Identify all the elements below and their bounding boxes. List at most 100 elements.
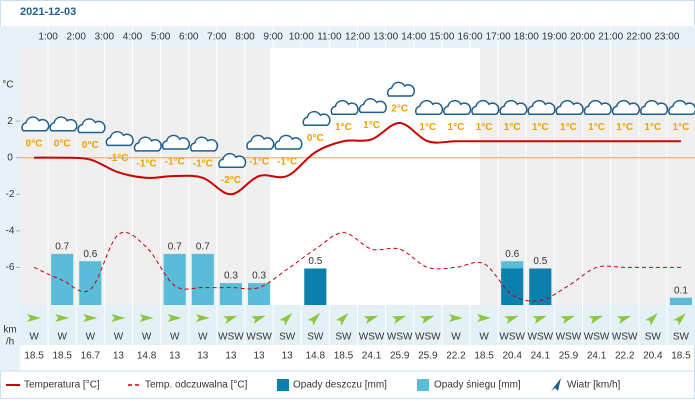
cloud — [161, 134, 191, 150]
temperature-label: 1°C — [560, 122, 577, 133]
wind-direction: W — [29, 332, 39, 343]
wind-direction: SW — [307, 332, 324, 343]
hour-label: 5:00 — [151, 32, 171, 43]
wind-direction: W — [142, 332, 152, 343]
wind-speed: 22.2 — [615, 351, 635, 362]
hour-label: 2:00 — [67, 32, 87, 43]
rain-bar — [501, 268, 524, 305]
wind-direction: W — [170, 332, 180, 343]
precip-label: 0.1 — [674, 285, 688, 296]
hour-label: 8:00 — [235, 32, 255, 43]
feels-like-line — [33, 231, 681, 302]
hour-label: 16:00 — [457, 32, 482, 43]
cloud — [105, 131, 134, 147]
weather-icon — [555, 99, 584, 116]
wind-direction: SW — [335, 332, 352, 343]
temperature-label: 1°C — [616, 122, 633, 133]
wind-direction: WSW — [218, 332, 244, 343]
wind-direction: WSW — [415, 332, 441, 343]
temperature-label: -2°C — [221, 175, 241, 186]
wind-arrow — [673, 313, 686, 326]
wind-arrow — [419, 315, 435, 325]
hour-label: 7:00 — [207, 32, 227, 43]
weather-icon — [246, 134, 275, 150]
hour-header — [0, 26, 695, 48]
temperature-label: -1°C — [277, 157, 297, 168]
y-tick-label: 2 — [7, 116, 13, 127]
wind-speed: 13 — [169, 351, 181, 362]
cloud — [77, 118, 106, 134]
legend-label: Wiatr [km/h] — [567, 380, 621, 391]
wind-arrow — [195, 314, 210, 322]
temperature-label: 0°C — [307, 133, 324, 144]
cloud — [49, 116, 78, 132]
wind-speed: 13 — [282, 351, 294, 362]
temperature-label: 1°C — [363, 120, 380, 131]
precip-label: 0.5 — [308, 256, 322, 267]
temperature-label: -1°C — [193, 158, 213, 169]
temperature-label: 0°C — [26, 138, 43, 149]
hour-label: 19:00 — [542, 32, 567, 43]
cloud — [190, 136, 219, 152]
wind-arrow — [307, 313, 321, 326]
temperature-label: 1°C — [419, 122, 436, 133]
weather-icon — [443, 99, 472, 116]
rain-bar — [304, 268, 327, 305]
precip-label: 0.3 — [224, 271, 238, 282]
weather-icon — [583, 99, 612, 116]
hour-label: 9:00 — [263, 32, 283, 43]
y-tick-label: -6 — [6, 262, 15, 273]
cloud — [218, 152, 247, 169]
snow-bar — [501, 261, 524, 269]
wind-direction: WSW — [556, 332, 582, 343]
hour-label: 14:00 — [401, 32, 426, 43]
temperature-label: 0°C — [54, 138, 71, 149]
wind-arrow — [532, 315, 547, 325]
precip-label: 0.3 — [252, 271, 266, 282]
temperature-label: 1°C — [673, 122, 690, 133]
wind-speed: 13 — [197, 351, 209, 362]
wind-arrow — [27, 314, 42, 322]
wind-unit: /h — [6, 337, 14, 348]
wind-speed: 13 — [113, 351, 125, 362]
wind-direction: SW — [673, 332, 690, 343]
temperature-label: 1°C — [588, 122, 605, 133]
hour-label: 15:00 — [429, 32, 454, 43]
wind-speed: 18.5 — [334, 351, 354, 362]
wind-arrow — [560, 315, 576, 325]
temperature-label: 1°C — [448, 122, 465, 133]
wind-direction: WSW — [246, 332, 272, 343]
wind-arrow — [363, 315, 379, 325]
wind-direction: WSW — [584, 332, 610, 343]
wind-speed: 18.5 — [52, 351, 72, 362]
wind-direction: SW — [645, 332, 662, 343]
wind-speed: 18.5 — [474, 351, 494, 362]
wind-direction: SW — [279, 332, 296, 343]
snow-bar — [248, 283, 271, 305]
cloud — [330, 99, 359, 116]
wind-arrow — [391, 315, 407, 325]
weather-icon — [161, 134, 191, 150]
wind-arrow — [616, 315, 632, 325]
wind-arrow — [139, 314, 154, 322]
wind-speed: 20.4 — [643, 351, 663, 362]
wind-unit: km — [3, 325, 16, 336]
cloud — [302, 110, 331, 126]
weather-icon — [302, 110, 331, 126]
hour-label: 13:00 — [373, 32, 398, 43]
snow-bar — [163, 253, 186, 305]
precip-label: 0.7 — [168, 242, 182, 253]
wind-direction: WSW — [387, 332, 413, 343]
weather-icon — [77, 118, 106, 134]
cloud — [274, 134, 303, 150]
wind-speed: 25.9 — [418, 351, 438, 362]
wind-speed: 24.1 — [531, 351, 551, 362]
weather-icon — [499, 99, 528, 116]
legend-label: Opady śniegu [mm] — [434, 380, 521, 391]
wind-direction: W — [86, 332, 96, 343]
legend-label: Temp. odczuwalna [°C] — [145, 380, 248, 391]
snow-bar — [51, 253, 74, 305]
y-tick-label: 0 — [7, 152, 13, 163]
weather-icon — [190, 136, 219, 152]
